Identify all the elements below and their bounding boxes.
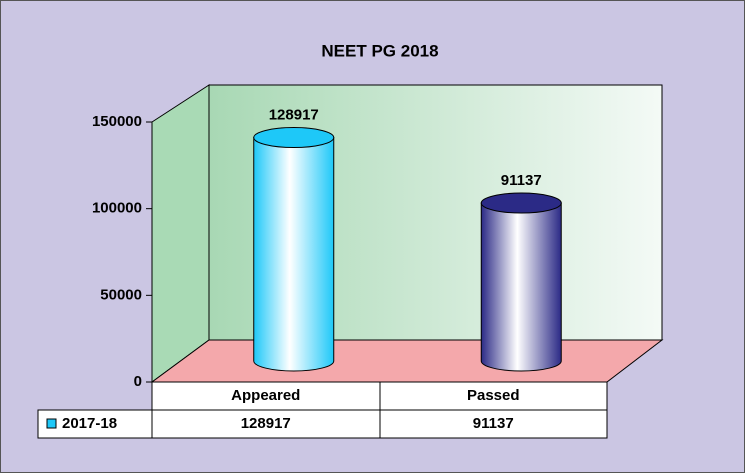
table-value: 128917 (241, 415, 291, 432)
chart-title: NEET PG 2018 (321, 41, 438, 60)
y-tick-label: 100000 (92, 200, 142, 217)
data-table (37, 381, 608, 439)
table-row (37, 409, 608, 439)
cylinder (253, 137, 335, 372)
x-tick-label: Appeared (231, 387, 300, 404)
cylinder-top (480, 192, 562, 214)
legend-swatch (46, 418, 57, 429)
y-tick-label: 150000 (92, 113, 142, 130)
side-wall (151, 84, 210, 383)
floor (150, 339, 664, 383)
data-label: 128917 (269, 107, 319, 124)
y-tick-label: 0 (134, 373, 142, 390)
legend-label: 2017-18 (62, 415, 117, 432)
y-tick-label: 50000 (100, 286, 142, 303)
cylinder (480, 202, 562, 372)
x-tick-label: Passed (467, 387, 520, 404)
table-value: 91137 (473, 415, 514, 432)
data-label: 91137 (501, 172, 542, 189)
cylinder-top (253, 127, 335, 149)
